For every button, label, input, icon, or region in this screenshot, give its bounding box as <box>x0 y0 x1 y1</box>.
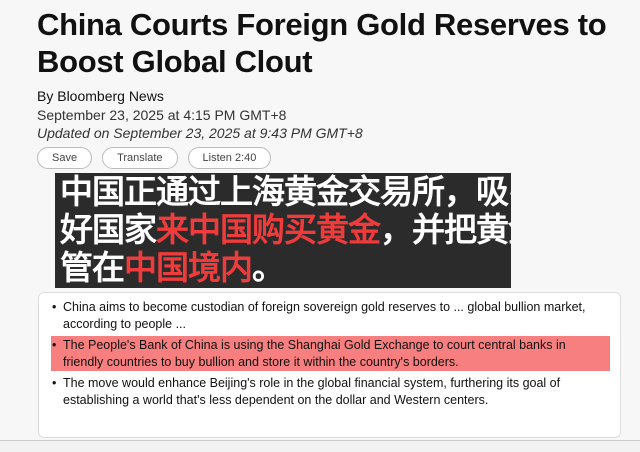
caption-emphasis: 来中国购买黄金 <box>156 210 381 249</box>
translate-button[interactable]: Translate <box>102 147 178 169</box>
caption-text: 管在 <box>60 248 125 287</box>
caption-line-2: 好国家来中国购买黄金，并把黄金托 <box>60 211 511 249</box>
article-actions: Save Translate Listen 2:40 <box>37 147 272 169</box>
caption-line-1: 中国正通过上海黄金交易所，吸引友 <box>60 173 511 211</box>
updated-date: Updated on September 23, 2025 at 9:43 PM… <box>37 125 363 141</box>
bullet-1: China aims to become custodian of foreig… <box>51 298 610 333</box>
listen-button[interactable]: Listen 2:40 <box>187 147 272 169</box>
summary-box: China aims to become custodian of foreig… <box>38 292 621 438</box>
article-title: China Courts Foreign Gold Reserves to Bo… <box>37 7 607 79</box>
caption-text: 。 <box>252 248 285 287</box>
caption-emphasis: 中国境内 <box>124 248 253 287</box>
caption-text: 好国家 <box>60 210 157 249</box>
save-button[interactable]: Save <box>37 147 93 169</box>
caption-line-3: 管在中国境内。 <box>60 249 511 287</box>
byline[interactable]: By Bloomberg News <box>37 88 164 104</box>
published-date: September 23, 2025 at 4:15 PM GMT+8 <box>37 107 287 123</box>
bullet-2-highlighted: The People's Bank of China is using the … <box>51 336 610 371</box>
bullet-3: The move would enhance Beijing's role in… <box>51 374 610 409</box>
caption-text: ，并把黄金托 <box>380 210 511 249</box>
caption-overlay: 中国正通过上海黄金交易所，吸引友 好国家来中国购买黄金，并把黄金托 管在中国境内… <box>55 173 511 288</box>
bottom-bar <box>0 440 640 452</box>
